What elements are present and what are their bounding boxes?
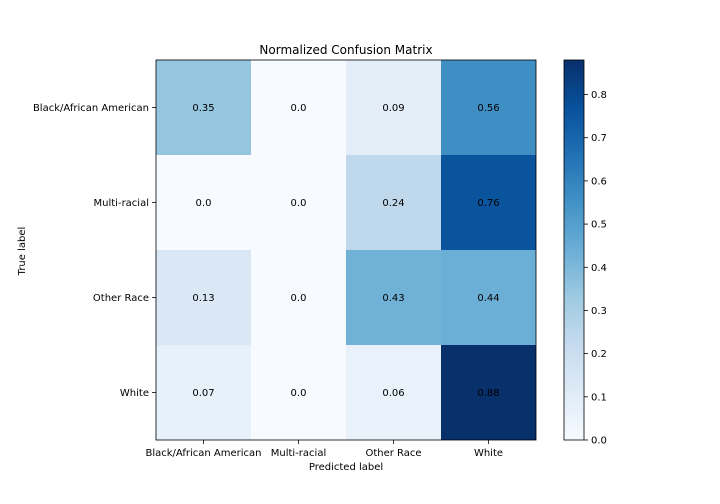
colorbar: 0.0 0.1 0.2 0.3 0.4 0.5 0.6 0.7 0.8	[563, 59, 607, 447]
heatmap-cell	[156, 155, 251, 250]
colorbar-tick-label: 0.1	[591, 392, 607, 403]
heatmap-cell	[251, 155, 346, 250]
x-tick-label: Black/African American	[145, 448, 261, 459]
cell-value-label: 0.0	[196, 198, 212, 209]
x-axis-ticks: Black/African American Multi-racial Other …	[145, 440, 503, 459]
cell-value-label: 0.0	[291, 103, 307, 114]
heatmap-cell-labels: 0.35 0.0 0.09 0.56 0.0 0.0 0.24 0.76 0.13 0.0 0.43…	[192, 103, 499, 399]
cell-value-label: 0.09	[382, 103, 404, 114]
colorbar-tick-label: 0.3	[591, 306, 607, 317]
x-tick-label: Multi-racial	[271, 448, 326, 459]
colorbar-tick-label: 0.8	[591, 90, 607, 101]
y-axis-ticks: Black/African American Multi-racial Other …	[33, 103, 156, 399]
cell-value-label: 0.35	[192, 103, 214, 114]
cell-value-label: 0.13	[192, 293, 214, 304]
y-tick-label: Multi-racial	[94, 198, 149, 209]
colorbar-tick-label: 0.0	[591, 436, 607, 447]
heatmap-cells	[156, 60, 536, 440]
chart-title: Normalized Confusion Matrix	[259, 43, 432, 57]
heatmap-cell	[346, 60, 441, 155]
heatmap-cell	[251, 60, 346, 155]
cell-value-label: 0.07	[192, 388, 214, 399]
colorbar-tick-label: 0.2	[591, 349, 607, 360]
y-tick-label: Other Race	[93, 293, 149, 304]
cell-value-label: 0.76	[477, 198, 499, 209]
cell-value-label: 0.06	[382, 388, 404, 399]
heatmap-cell	[346, 250, 441, 345]
heatmap-cell	[441, 60, 536, 155]
heatmap-cell	[156, 250, 251, 345]
colorbar-tick-label: 0.4	[591, 263, 607, 274]
cell-value-label: 0.43	[382, 293, 404, 304]
cell-value-label: 0.0	[291, 388, 307, 399]
cell-value-label: 0.44	[477, 293, 499, 304]
y-tick-label: White	[120, 388, 149, 399]
y-tick-label: Black/African American	[33, 103, 149, 114]
plot-frame	[155, 59, 537, 441]
cell-value-label: 0.0	[291, 293, 307, 304]
heatmap-cell	[346, 155, 441, 250]
heatmap-cell	[156, 60, 251, 155]
y-axis-label: True label	[17, 227, 28, 277]
cell-value-label: 0.0	[291, 198, 307, 209]
heatmap-cell	[251, 345, 346, 440]
heatmap-cell	[441, 155, 536, 250]
heatmap-cell	[441, 250, 536, 345]
heatmap-cell	[156, 345, 251, 440]
x-tick-label: White	[474, 448, 503, 459]
cell-value-label: 0.56	[477, 103, 499, 114]
colorbar-tick-label: 0.5	[591, 220, 607, 231]
x-axis-label: Predicted label	[309, 462, 383, 473]
heatmap-cell	[251, 250, 346, 345]
cell-value-label: 0.24	[382, 198, 404, 209]
heatmap-cell	[346, 345, 441, 440]
cell-value-label: 0.88	[477, 388, 499, 399]
x-tick-label: Other Race	[365, 448, 421, 459]
colorbar-ticks: 0.0 0.1 0.2 0.3 0.4 0.5 0.6 0.7 0.8	[584, 90, 607, 447]
colorbar-tick-label: 0.6	[591, 176, 607, 187]
heatmap-cell	[441, 345, 536, 440]
colorbar-gradient	[563, 59, 585, 441]
colorbar-tick-label: 0.7	[591, 133, 607, 144]
